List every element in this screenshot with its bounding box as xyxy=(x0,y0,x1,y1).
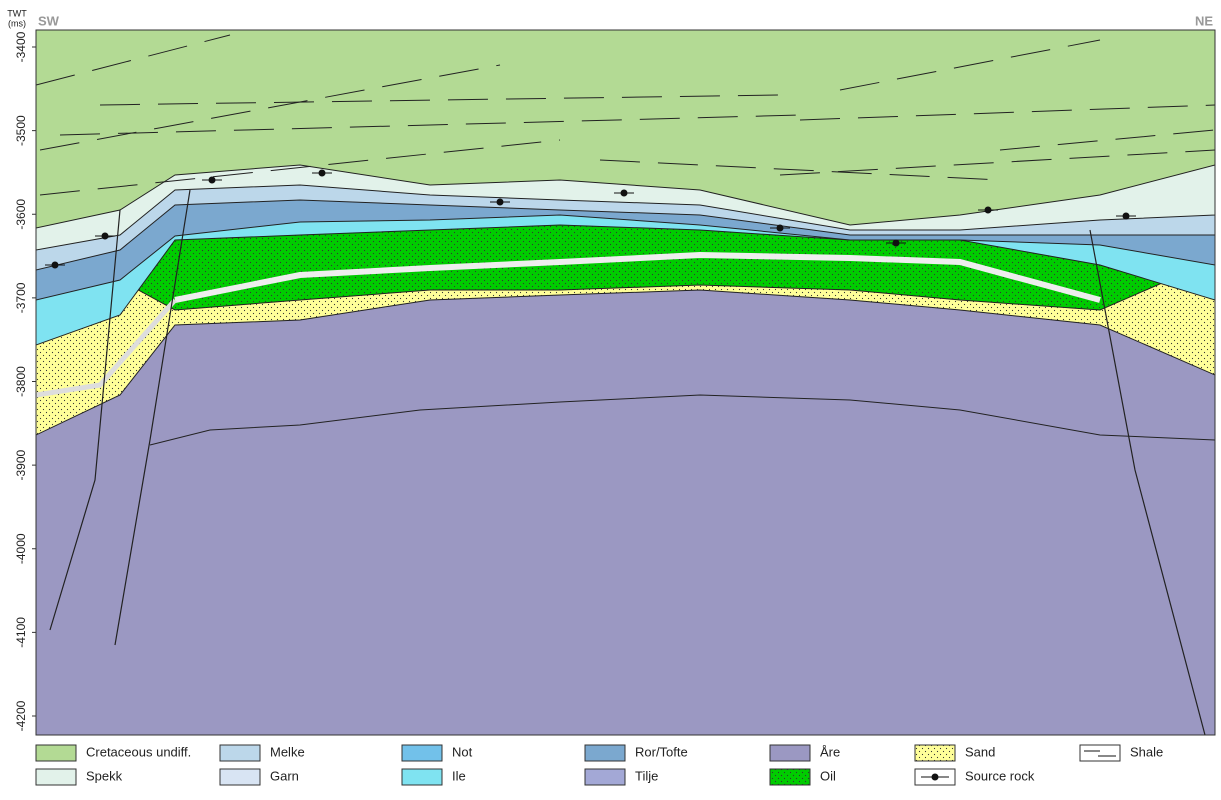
layer xyxy=(36,30,1215,229)
shale-band xyxy=(174,251,1101,303)
legend-label: Shale xyxy=(1130,744,1163,759)
axis-label: (ms) xyxy=(8,18,26,28)
fault xyxy=(49,209,121,631)
tick-label: -3500 xyxy=(14,115,28,146)
fault xyxy=(1089,229,1206,735)
horizon xyxy=(149,394,1215,446)
legend-swatch xyxy=(401,768,443,786)
legend-label: Source rock xyxy=(965,768,1035,783)
shale-dash xyxy=(36,34,231,86)
legend-symbol xyxy=(931,773,939,781)
shale-dash xyxy=(39,64,501,151)
source-rock xyxy=(1122,212,1130,220)
legend-swatch xyxy=(915,745,955,761)
legend: Cretaceous undiff. Spekk Melke Garn Not Ile Ro… xyxy=(35,744,1163,786)
tick-label: -4200 xyxy=(14,700,28,731)
tick-label: -3700 xyxy=(14,282,28,313)
legend-label: Garn xyxy=(270,768,299,783)
legend-swatch xyxy=(769,744,811,762)
source-rock xyxy=(892,239,900,247)
legend-swatch xyxy=(584,744,626,762)
legend-label: Oil xyxy=(820,768,836,783)
shale-dash xyxy=(839,39,1101,91)
legend-label: Tilje xyxy=(635,768,658,783)
tick-label: -3800 xyxy=(14,366,28,397)
shale-dash xyxy=(999,129,1215,151)
shale-dash xyxy=(779,149,1215,176)
shale-dash xyxy=(799,104,1215,121)
legend-label: Sand xyxy=(965,744,995,759)
ne-label: NE xyxy=(1195,13,1213,28)
axis-label: TWT xyxy=(7,8,27,18)
source-rock xyxy=(620,189,628,197)
legend-swatch xyxy=(770,769,810,785)
legend-label: Ile xyxy=(452,768,466,783)
legend-swatch xyxy=(35,744,77,762)
source-rock xyxy=(51,261,59,269)
tick-label: -3600 xyxy=(14,199,28,230)
legend-label: Åre xyxy=(820,744,840,759)
legend-swatch xyxy=(219,768,261,786)
layers xyxy=(36,30,1215,735)
source-rock xyxy=(208,176,216,184)
source-rock xyxy=(318,169,326,177)
tick-label: -3400 xyxy=(14,31,28,62)
tick-label: -4100 xyxy=(14,617,28,648)
fault xyxy=(114,189,191,646)
legend-label: Not xyxy=(452,744,473,759)
legend-label: Cretaceous undiff. xyxy=(86,744,191,759)
legend-label: Melke xyxy=(270,744,305,759)
legend-swatch xyxy=(219,744,261,762)
shale-band xyxy=(36,298,177,398)
legend-swatch xyxy=(1079,744,1121,762)
axis: -3400 -3500 -3600 -3700 -3800 -3900 -4000 -4100… xyxy=(14,31,36,731)
legend-swatch xyxy=(401,744,443,762)
legend-swatch xyxy=(35,768,77,786)
legend-label: Spekk xyxy=(86,768,123,783)
legend-label: Ror/Tofte xyxy=(635,744,688,759)
frame xyxy=(35,29,1216,736)
shale-dash xyxy=(599,159,1001,181)
shale-dash xyxy=(39,139,561,196)
source-rock xyxy=(101,232,109,240)
legend-swatch xyxy=(584,768,626,786)
sw-label: SW xyxy=(38,13,60,28)
tick-label: -3900 xyxy=(14,449,28,480)
source-rock xyxy=(984,206,992,214)
tick-label: -4000 xyxy=(14,533,28,564)
shale-dash xyxy=(59,114,801,136)
source-rock xyxy=(496,198,504,206)
source-rock xyxy=(776,224,784,232)
